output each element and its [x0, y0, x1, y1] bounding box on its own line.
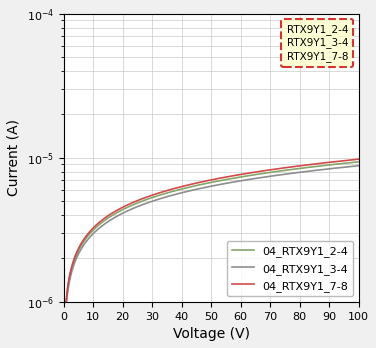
04_RTX9Y1_7-8 [303, 163, 308, 167]
04_RTX9Y1_3-4 [303, 169, 308, 174]
04_RTX9Y1_3-4 [349, 164, 354, 168]
Y-axis label: Current (A): Current (A) [7, 119, 21, 196]
X-axis label: Voltage (V): Voltage (V) [173, 327, 250, 341]
04_RTX9Y1_2-4 [237, 175, 241, 179]
04_RTX9Y1_2-4 [202, 182, 206, 186]
04_RTX9Y1_7-8 [356, 157, 361, 161]
Line: 04_RTX9Y1_2-4: 04_RTX9Y1_2-4 [64, 162, 359, 348]
04_RTX9Y1_2-4 [349, 160, 354, 165]
04_RTX9Y1_2-4 [356, 160, 361, 164]
04_RTX9Y1_7-8 [202, 179, 206, 183]
04_RTX9Y1_3-4 [356, 164, 361, 168]
Line: 04_RTX9Y1_7-8: 04_RTX9Y1_7-8 [64, 159, 359, 348]
04_RTX9Y1_3-4 [237, 179, 241, 183]
04_RTX9Y1_2-4 [203, 182, 208, 186]
04_RTX9Y1_2-4 [303, 166, 308, 170]
Line: 04_RTX9Y1_3-4: 04_RTX9Y1_3-4 [64, 166, 359, 348]
04_RTX9Y1_3-4 [221, 182, 226, 186]
04_RTX9Y1_7-8 [349, 158, 354, 162]
04_RTX9Y1_2-4 [221, 178, 226, 182]
04_RTX9Y1_7-8 [237, 173, 241, 177]
04_RTX9Y1_3-4 [203, 185, 208, 189]
04_RTX9Y1_7-8 [221, 175, 226, 180]
Legend: RTX9Y1_2-4, RTX9Y1_3-4, RTX9Y1_7-8: RTX9Y1_2-4, RTX9Y1_3-4, RTX9Y1_7-8 [281, 19, 353, 67]
04_RTX9Y1_7-8 [203, 179, 208, 183]
04_RTX9Y1_3-4 [202, 185, 206, 190]
